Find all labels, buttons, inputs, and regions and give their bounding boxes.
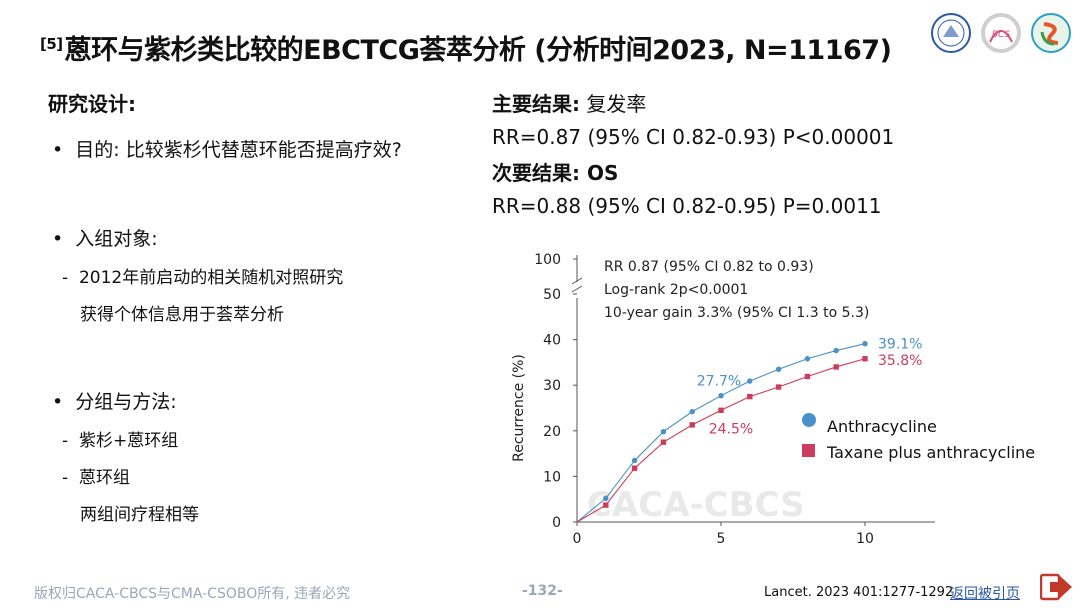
data-point xyxy=(862,341,868,347)
back-link[interactable]: 返回被引页 xyxy=(950,586,1020,602)
secondary-result: 次要结果: OS xyxy=(492,161,619,185)
group-item-anthracycline: - 蒽环组 xyxy=(62,468,130,488)
enrollment-sub-item: - 2012年前启动的相关随机对照研究 xyxy=(62,268,344,288)
x-tick-label: 0 xyxy=(573,531,582,547)
primary-rr: RR=0.87 (95% CI 0.82-0.93) P<0.00001 xyxy=(492,125,895,149)
chart-annotation: Log-rank 2p<0.0001 xyxy=(604,282,748,298)
next-arrow-icon[interactable] xyxy=(1040,572,1074,602)
purpose-bullet: • 目的: 比较紫杉代替蒽环能否提高疗效? xyxy=(52,139,402,161)
data-point xyxy=(804,356,811,362)
data-point xyxy=(804,373,811,380)
data-point xyxy=(833,347,839,354)
data-label: 35.8% xyxy=(878,353,922,369)
data-point xyxy=(718,407,724,413)
primary-result: 主要结果: 复发率 xyxy=(492,92,647,116)
title-text: 蒽环与紫杉类比较的EBCTCG荟萃分析 (分析时间2023, N=11167) xyxy=(64,35,892,66)
recurrence-chart: CACA-CBCS 0 10 20 30 40 50 100 0 5 10 Recurrence (%… xyxy=(511,252,1035,547)
data-point xyxy=(660,429,667,435)
university-logo-icon xyxy=(931,13,971,53)
axis-break-mark xyxy=(571,285,583,293)
y-tick-label: 20 xyxy=(543,424,561,440)
chart-annotation: 10-year gain 3.3% (95% CI 1.3 to 5.3) xyxy=(604,305,869,321)
svg-text:BCS: BCS xyxy=(992,30,1011,40)
chart-annotation: RR 0.87 (95% CI 0.82 to 0.93) xyxy=(604,259,814,275)
study-design-section: 研究设计: • 目的: 比较紫杉代替蒽环能否提高疗效? • 入组对象: - 20… xyxy=(48,88,488,537)
bcs-logo-icon: BCS xyxy=(981,13,1021,53)
data-label: 27.7% xyxy=(697,374,741,390)
data-point xyxy=(603,502,609,508)
reference-mark: [5] xyxy=(40,35,63,53)
axis-break-mark xyxy=(571,277,583,285)
data-point xyxy=(718,392,724,399)
legend-marker-anthracycline xyxy=(802,413,816,427)
data-point xyxy=(689,408,695,415)
data-label: 24.5% xyxy=(709,421,753,437)
y-tick-label: 0 xyxy=(552,515,561,531)
group-note: 两组间疗程相等 xyxy=(80,505,199,525)
data-point xyxy=(833,364,839,370)
x-tick-label: 10 xyxy=(856,531,874,547)
y-tick-label: 100 xyxy=(534,252,561,268)
data-point xyxy=(862,356,868,362)
watermark-text: CACA-CBCS xyxy=(587,485,805,525)
page-number: -132- xyxy=(522,583,563,599)
data-point xyxy=(660,439,667,445)
enrollment-sub-note: 获得个体信息用于荟萃分析 xyxy=(80,305,284,325)
data-point xyxy=(689,422,695,428)
grouping-bullet: • 分组与方法: xyxy=(52,391,177,413)
secondary-rr: RR=0.88 (95% CI 0.82-0.95) P=0.0011 xyxy=(492,194,882,218)
legend-marker-taxane xyxy=(802,444,815,457)
logo-group: BCS xyxy=(930,12,1072,54)
page-title: [5]蒽环与紫杉类比较的EBCTCG荟萃分析 (分析时间2023, N=1116… xyxy=(40,28,892,67)
x-tick-label: 5 xyxy=(717,531,726,547)
copyright-notice: 版权归CACA-CBCS与CMA-CSOBO所有, 违者必究 xyxy=(34,586,351,602)
data-point xyxy=(775,384,782,390)
data-point xyxy=(631,465,638,471)
data-point xyxy=(747,378,753,384)
y-tick-label: 30 xyxy=(543,378,561,394)
study-design-heading: 研究设计: xyxy=(48,92,136,116)
legend-label-anthracycline: Anthracycline xyxy=(827,417,937,436)
enrollment-bullet: • 入组对象: xyxy=(52,228,158,250)
legend-label-taxane: Taxane plus anthracycline xyxy=(826,443,1035,462)
y-axis-label: Recurrence (%) xyxy=(511,354,527,462)
data-label: 39.1% xyxy=(878,337,922,353)
caca-logo-icon xyxy=(1031,13,1071,53)
y-tick-label: 10 xyxy=(543,469,561,485)
data-point xyxy=(747,393,753,400)
data-point xyxy=(775,366,782,372)
results-section: 主要结果: 复发率 RR=0.87 (95% CI 0.82-0.93) P<0… xyxy=(492,88,1052,226)
y-tick-label: 50 xyxy=(543,287,561,303)
y-tick-label: 40 xyxy=(543,333,561,349)
group-item-taxane: - 紫杉+蒽环组 xyxy=(62,431,179,451)
data-point xyxy=(631,457,638,464)
data-point xyxy=(603,495,609,501)
citation: Lancet. 2023 401:1277-1292 xyxy=(764,585,954,600)
